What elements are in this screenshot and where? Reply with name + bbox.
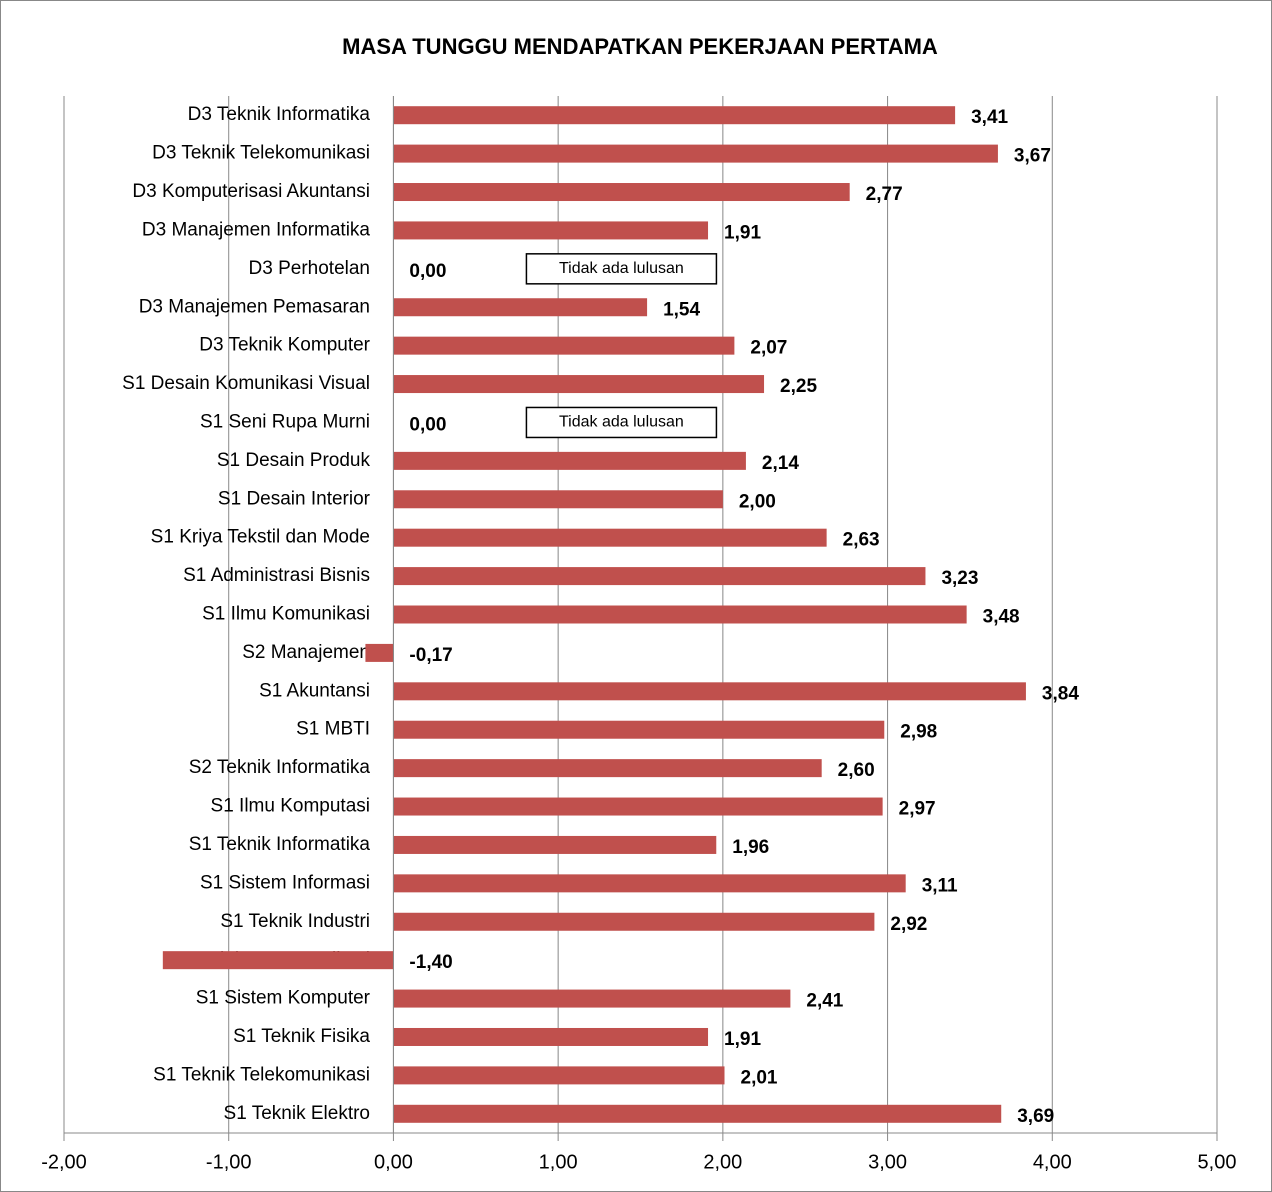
value-label: 0,00: [409, 261, 446, 282]
y-tick-label: S1 Teknik Informatika: [189, 834, 371, 855]
bar: [393, 835, 717, 854]
annotation: Tidak ada lulusan: [559, 260, 684, 277]
y-tick-label: S1 MBTI: [296, 719, 370, 740]
bar: [393, 1027, 709, 1046]
x-tick-label: 2,00: [703, 1151, 742, 1173]
x-tick-label: -2,00: [41, 1151, 87, 1173]
y-tick-label: S1 Desain Komunikasi Visual: [122, 373, 370, 394]
bar: [393, 451, 746, 470]
x-tick-label: 4,00: [1033, 1151, 1072, 1173]
x-tick-label: -1,00: [206, 1151, 252, 1173]
value-label: 3,84: [1042, 683, 1079, 704]
bar: [393, 874, 906, 893]
bar: [393, 528, 827, 547]
chart-title: MASA TUNGGU MENDAPATKAN PEKERJAAN PERTAM…: [342, 34, 938, 59]
value-label: 3,67: [1014, 146, 1051, 167]
bar: [365, 643, 394, 662]
value-label: 2,98: [900, 722, 937, 743]
value-label: 2,97: [899, 799, 936, 820]
value-label: 2,60: [838, 760, 875, 781]
value-label: 2,00: [739, 491, 776, 512]
value-label: 1,91: [724, 1029, 761, 1050]
y-tick-label: S1 Sistem Komputer: [196, 988, 371, 1009]
y-tick-label: S1 Sistem Informasi: [200, 872, 370, 893]
annotation-box: [525, 406, 718, 439]
y-tick-label: S1 Desain Interior: [218, 488, 371, 509]
y-tick-label: D3 Manajemen Pemasaran: [139, 296, 370, 317]
value-label: 3,48: [983, 607, 1020, 628]
value-label: 2,14: [762, 453, 799, 474]
annotation: Tidak ada lulusan: [559, 414, 684, 431]
y-tick-label: S1 Akuntansi: [259, 680, 370, 701]
value-label: 2,77: [866, 184, 903, 205]
bar: [393, 336, 735, 355]
y-tick-label: S1 Administrasi Bisnis: [183, 565, 370, 586]
y-tick-label: D3 Manajemen Informatika: [142, 219, 371, 240]
y-tick-label: S1 Desain Produk: [217, 450, 371, 471]
x-tick-label: 3,00: [868, 1151, 907, 1173]
value-label: 1,54: [663, 299, 700, 320]
y-tick-label: S1 Teknik Telekomunikasi: [153, 1064, 370, 1085]
y-tick-label: S1 Ilmu Komputasi: [211, 796, 370, 817]
y-tick-label: D3 Komputerisasi Akuntansi: [132, 181, 370, 202]
bar: [393, 375, 765, 394]
x-tick-label: 0,00: [374, 1151, 413, 1173]
bar: [393, 144, 998, 163]
value-label: 1,91: [724, 222, 761, 243]
y-tick-label: D3 Perhotelan: [249, 258, 370, 279]
bar: [393, 221, 709, 240]
value-label: 3,41: [971, 107, 1008, 128]
y-tick-label: S2 Manajemen: [242, 642, 370, 663]
annotation-box: [525, 253, 718, 285]
bar: [393, 1104, 1002, 1123]
bar: [393, 567, 926, 586]
value-label: 2,01: [741, 1067, 778, 1088]
bar: [393, 989, 791, 1008]
y-tick-label: S1 Teknik Elektro: [224, 1103, 370, 1124]
value-label: 3,23: [941, 568, 978, 589]
value-label: 0,00: [409, 414, 446, 435]
y-tick-label: S1 Teknik Fisika: [233, 1026, 370, 1047]
bar: [393, 1066, 725, 1085]
bar: [393, 912, 875, 931]
value-label: 3,69: [1017, 1106, 1054, 1127]
bar: [393, 720, 885, 739]
y-tick-label: S1 Teknik Industri: [220, 911, 370, 932]
bar: [393, 106, 956, 125]
bar: [393, 682, 1026, 701]
y-tick-label: S1 Kriya Tekstil dan Mode: [151, 527, 370, 548]
value-label: 2,25: [780, 376, 817, 397]
y-tick-label: D3 Teknik Komputer: [199, 335, 370, 356]
bar: [162, 951, 394, 970]
value-label: 2,41: [806, 991, 843, 1012]
value-label: -1,40: [409, 952, 452, 973]
value-label: -0,17: [409, 645, 452, 666]
bar: [393, 797, 883, 816]
value-label: 2,07: [750, 338, 787, 359]
value-label: 1,96: [732, 837, 769, 858]
value-label: 2,92: [890, 914, 927, 935]
bar: [393, 759, 822, 778]
bar: [393, 183, 850, 202]
bar: [393, 490, 723, 509]
y-tick-label: D3 Teknik Telekomunikasi: [152, 143, 370, 164]
x-tick-label: 1,00: [539, 1151, 578, 1173]
bar: [393, 605, 967, 624]
y-tick-label: S1 Ilmu Komunikasi: [202, 604, 370, 625]
value-label: 2,63: [843, 530, 880, 551]
value-label: 3,11: [922, 875, 958, 896]
y-tick-label: S2 Teknik Informatika: [189, 757, 371, 778]
x-tick-label: 5,00: [1198, 1151, 1237, 1173]
bar: [393, 298, 648, 317]
y-tick-label: D3 Teknik Informatika: [188, 104, 371, 125]
y-tick-label: S1 Seni Rupa Murni: [200, 411, 370, 432]
